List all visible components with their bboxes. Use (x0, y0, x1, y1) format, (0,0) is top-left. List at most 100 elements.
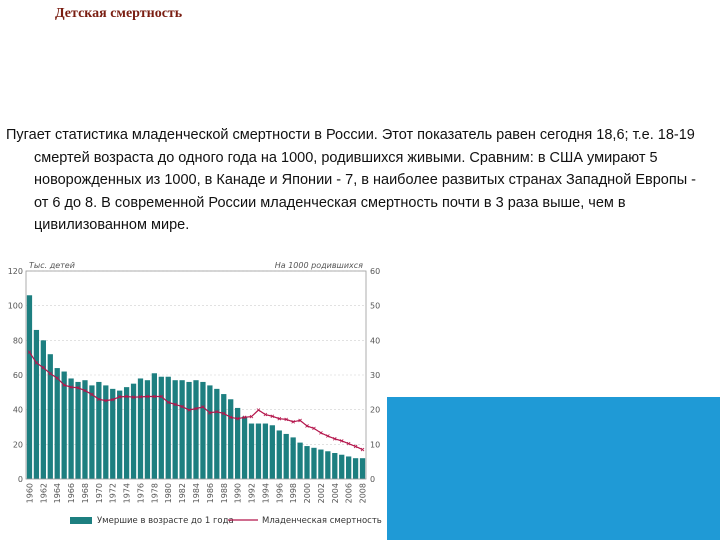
bar (47, 354, 53, 479)
bar (123, 387, 130, 479)
line-point (242, 415, 247, 420)
x-tick-label: 2002 (317, 483, 326, 503)
legend-label-bars: Умершие в возрасте до 1 года (97, 516, 234, 526)
line-point (326, 434, 330, 438)
body-paragraph: Пугает статистика младенческой смертност… (6, 127, 697, 233)
line-point (228, 415, 233, 420)
line-point (353, 444, 358, 449)
bar (234, 407, 241, 479)
y-left-tick-label: 120 (8, 267, 23, 276)
bar (255, 423, 262, 479)
line-point (145, 394, 150, 399)
bar (130, 383, 137, 479)
x-tick-label: 2006 (345, 483, 354, 503)
x-tick-label: 1960 (25, 483, 34, 503)
line-point (194, 406, 198, 411)
x-tick-label: 1990 (234, 483, 243, 503)
y-right-tick-label: 50 (370, 302, 380, 311)
y-right-axis-title: На 1000 родившихся (275, 261, 363, 270)
line-point (104, 398, 108, 403)
x-tick-label: 1972 (109, 483, 118, 503)
bar (186, 381, 192, 479)
x-tick-label: 1992 (248, 483, 257, 503)
line-point (90, 392, 94, 397)
line-point (62, 383, 66, 387)
line-point (97, 397, 101, 402)
bar (193, 380, 199, 479)
x-tick-label: 1998 (289, 483, 298, 503)
line-point (69, 385, 73, 389)
y-left-tick-label: 40 (13, 406, 23, 415)
bar (262, 423, 269, 479)
line-point (291, 420, 295, 424)
bar (68, 378, 74, 479)
line-point (298, 418, 302, 423)
x-tick-label: 1964 (53, 483, 62, 503)
line-point (117, 395, 122, 399)
chart-axes: 0 20 40 60 80 100 120 0 10 20 30 40 50 60 Тыс. детей На… (8, 261, 380, 503)
y-left-tick-label: 0 (18, 475, 23, 484)
bar (352, 458, 359, 479)
bar (172, 380, 178, 479)
bar (207, 385, 213, 479)
line-point (215, 409, 219, 414)
line-point (284, 417, 288, 422)
line-point (221, 411, 226, 416)
line-point (55, 376, 60, 380)
line-point (152, 394, 157, 399)
x-tick-label: 1970 (95, 483, 104, 503)
bar (304, 446, 310, 479)
line-point (27, 350, 32, 354)
bar (228, 399, 234, 479)
infant-mortality-chart: 0 20 40 60 80 100 120 0 10 20 30 40 50 60 Тыс. детей На… (0, 255, 388, 540)
y-left-axis-title: Тыс. детей (29, 261, 75, 270)
body-text: Пугает статистика младенческой смертност… (6, 124, 706, 237)
bar (318, 449, 324, 479)
bar (339, 454, 345, 479)
x-tick-label: 2004 (331, 483, 340, 503)
line-point (263, 412, 268, 417)
bar (283, 433, 289, 479)
line-point (34, 361, 39, 365)
x-tick-label: 1974 (123, 483, 132, 503)
bar (165, 376, 171, 479)
line-point (41, 365, 46, 370)
bar (40, 340, 46, 479)
legend-swatch-bars (70, 517, 92, 524)
x-tick-label: 1986 (206, 483, 215, 503)
y-right-tick-label: 60 (370, 267, 380, 276)
y-left-tick-label: 100 (8, 302, 23, 311)
x-tick-label: 1978 (150, 483, 159, 503)
bar (248, 423, 255, 479)
bar (346, 456, 352, 479)
bar (137, 378, 144, 479)
line-point (76, 386, 80, 390)
x-tick-label: 2000 (303, 483, 312, 503)
bar (110, 388, 116, 479)
x-tick-label: 2008 (359, 483, 368, 503)
bar (359, 458, 366, 479)
line-point (166, 400, 171, 405)
x-tick-label: 1980 (164, 483, 173, 503)
bar (103, 385, 109, 479)
line-point (332, 437, 337, 441)
x-tick-label: 1982 (178, 483, 187, 503)
bar (325, 451, 331, 479)
line-point (187, 408, 191, 412)
chart-legend: Умершие в возрасте до 1 года Младенческая… (70, 516, 382, 526)
y-right-tick-label: 20 (370, 406, 380, 415)
line-point (346, 441, 351, 446)
bar (241, 416, 248, 479)
line-point (339, 439, 344, 443)
x-tick-label: 1988 (220, 483, 229, 503)
y-left-tick-label: 80 (13, 336, 23, 345)
line-point (319, 431, 323, 435)
bar (221, 394, 227, 479)
plot-frame (25, 270, 367, 480)
legend-label-line: Младенческая смертность (262, 516, 382, 526)
line-point (173, 402, 177, 407)
bar (158, 376, 164, 479)
x-tick-label: 1962 (39, 483, 48, 503)
bar (332, 453, 338, 479)
y-right-tick-label: 0 (370, 475, 375, 484)
